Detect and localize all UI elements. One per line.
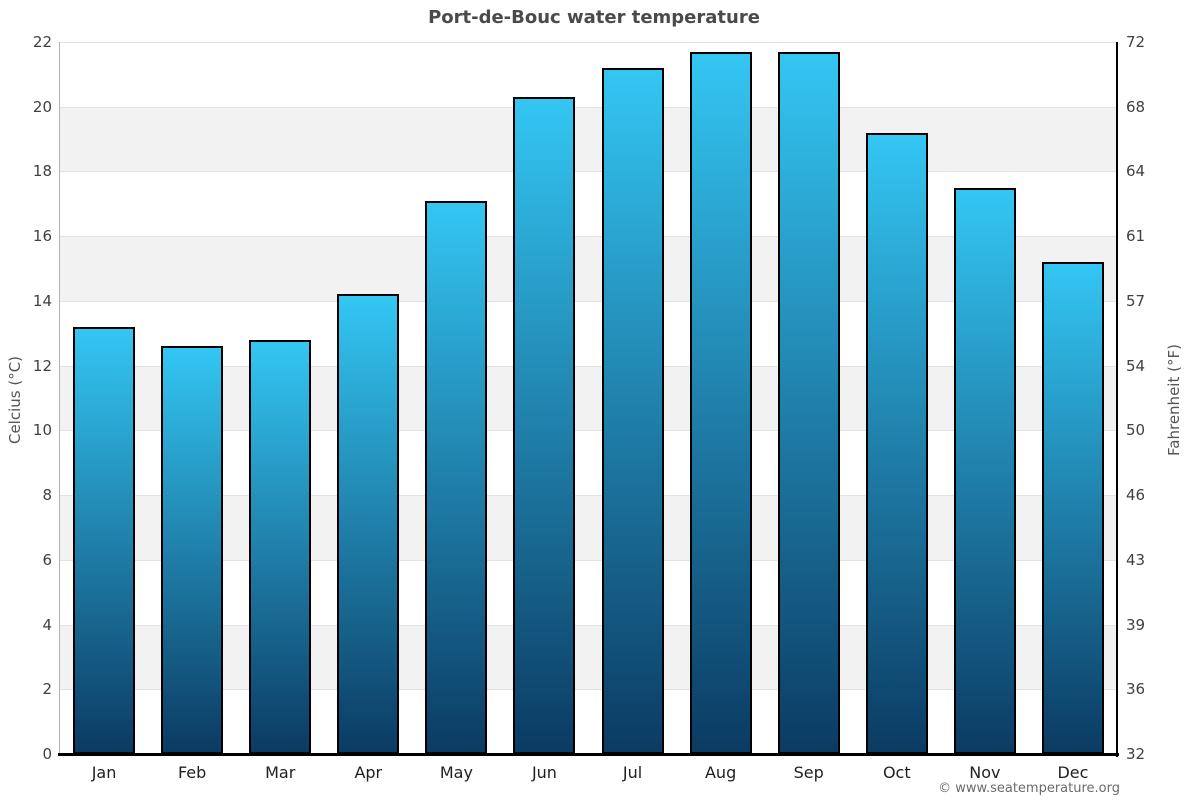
gridline-20c [60,106,1117,108]
plot-area [60,42,1117,754]
plot-band-20-22c [60,42,1117,107]
plot-band-0-2c [60,689,1117,754]
bar-nov[interactable] [953,187,1016,754]
bar-jun[interactable] [513,97,576,754]
plot-band-14-16c [60,236,1117,301]
plot-band-12-14c [60,300,1117,366]
y-tick-celsius-0: 0 [42,745,52,763]
bar-aug[interactable] [689,51,752,754]
y-tick-fahrenheit-57: 57 [1126,291,1146,310]
y-tick-celsius-4: 4 [42,615,52,634]
y-tick-fahrenheit-68: 68 [1126,97,1146,116]
plot-band-10-12c [60,365,1117,431]
x-axis-line [58,753,1119,756]
bar-sep[interactable] [777,51,840,754]
bar-feb[interactable] [161,346,224,754]
y-tick-celsius-16: 16 [32,227,52,246]
gridline-6c [60,559,1117,561]
x-tick-dec: Dec [1057,763,1089,782]
y-tick-celsius-22: 22 [32,33,52,51]
y-tick-fahrenheit-61: 61 [1126,227,1146,246]
plot-band-4-6c [60,559,1117,625]
gridline-12c [60,365,1117,367]
bar-jan[interactable] [73,326,136,754]
gridline-2c [60,689,1117,691]
y-tick-celsius-18: 18 [32,162,52,181]
bar-dec[interactable] [1041,262,1104,754]
chart-title: Port-de-Bouc water temperature [428,7,760,28]
gridline-22c [60,42,1117,43]
y-tick-fahrenheit-72: 72 [1126,33,1146,51]
y-tick-fahrenheit-54: 54 [1126,356,1146,375]
plot-band-16-18c [60,171,1117,237]
x-tick-jan: Jan [91,763,117,782]
y-axis-line-fahrenheit [1116,42,1118,757]
bar-oct[interactable] [865,132,928,754]
gridline-10c [60,430,1117,432]
y-tick-fahrenheit-46: 46 [1126,486,1146,505]
x-tick-sep: Sep [793,763,824,782]
gridline-16c [60,236,1117,238]
y-tick-fahrenheit-39: 39 [1126,615,1146,634]
gridline-8c [60,495,1117,497]
y-axis-line-celsius [59,42,60,754]
plot-band-18-20c [60,106,1117,172]
y-tick-celsius-6: 6 [42,550,52,569]
x-tick-oct: Oct [882,763,911,782]
x-tick-jun: Jun [531,763,557,782]
x-tick-may: May [439,763,473,782]
x-tick-apr: Apr [354,763,383,782]
x-tick-feb: Feb [177,763,207,782]
y-tick-celsius-10: 10 [32,421,52,440]
x-tick-mar: Mar [265,763,296,782]
y-tick-fahrenheit-43: 43 [1126,550,1146,569]
y-tick-celsius-2: 2 [42,680,52,699]
gridline-14c [60,300,1117,302]
y-tick-celsius-20: 20 [32,97,52,116]
bar-jul[interactable] [601,67,664,754]
plot-band-2-4c [60,624,1117,690]
gridline-4c [60,624,1117,626]
plot-band-8-10c [60,430,1117,496]
y-tick-celsius-12: 12 [32,356,52,375]
bar-apr[interactable] [337,294,400,754]
plot-band-6-8c [60,495,1117,560]
attribution-copyright: © www.seatemperature.org [938,781,1120,796]
y-tick-celsius-8: 8 [42,486,52,505]
bar-mar[interactable] [249,339,312,754]
x-tick-nov: Nov [969,763,1001,782]
y-tick-fahrenheit-32: 32 [1126,745,1146,763]
y-tick-fahrenheit-50: 50 [1126,421,1146,440]
y-tick-fahrenheit-64: 64 [1126,162,1146,181]
gridline-18c [60,171,1117,173]
bar-may[interactable] [425,200,488,754]
y-tick-fahrenheit-36: 36 [1126,680,1146,699]
x-tick-jul: Jul [622,763,643,782]
x-tick-aug: Aug [704,763,737,782]
y-tick-celsius-14: 14 [32,291,52,310]
